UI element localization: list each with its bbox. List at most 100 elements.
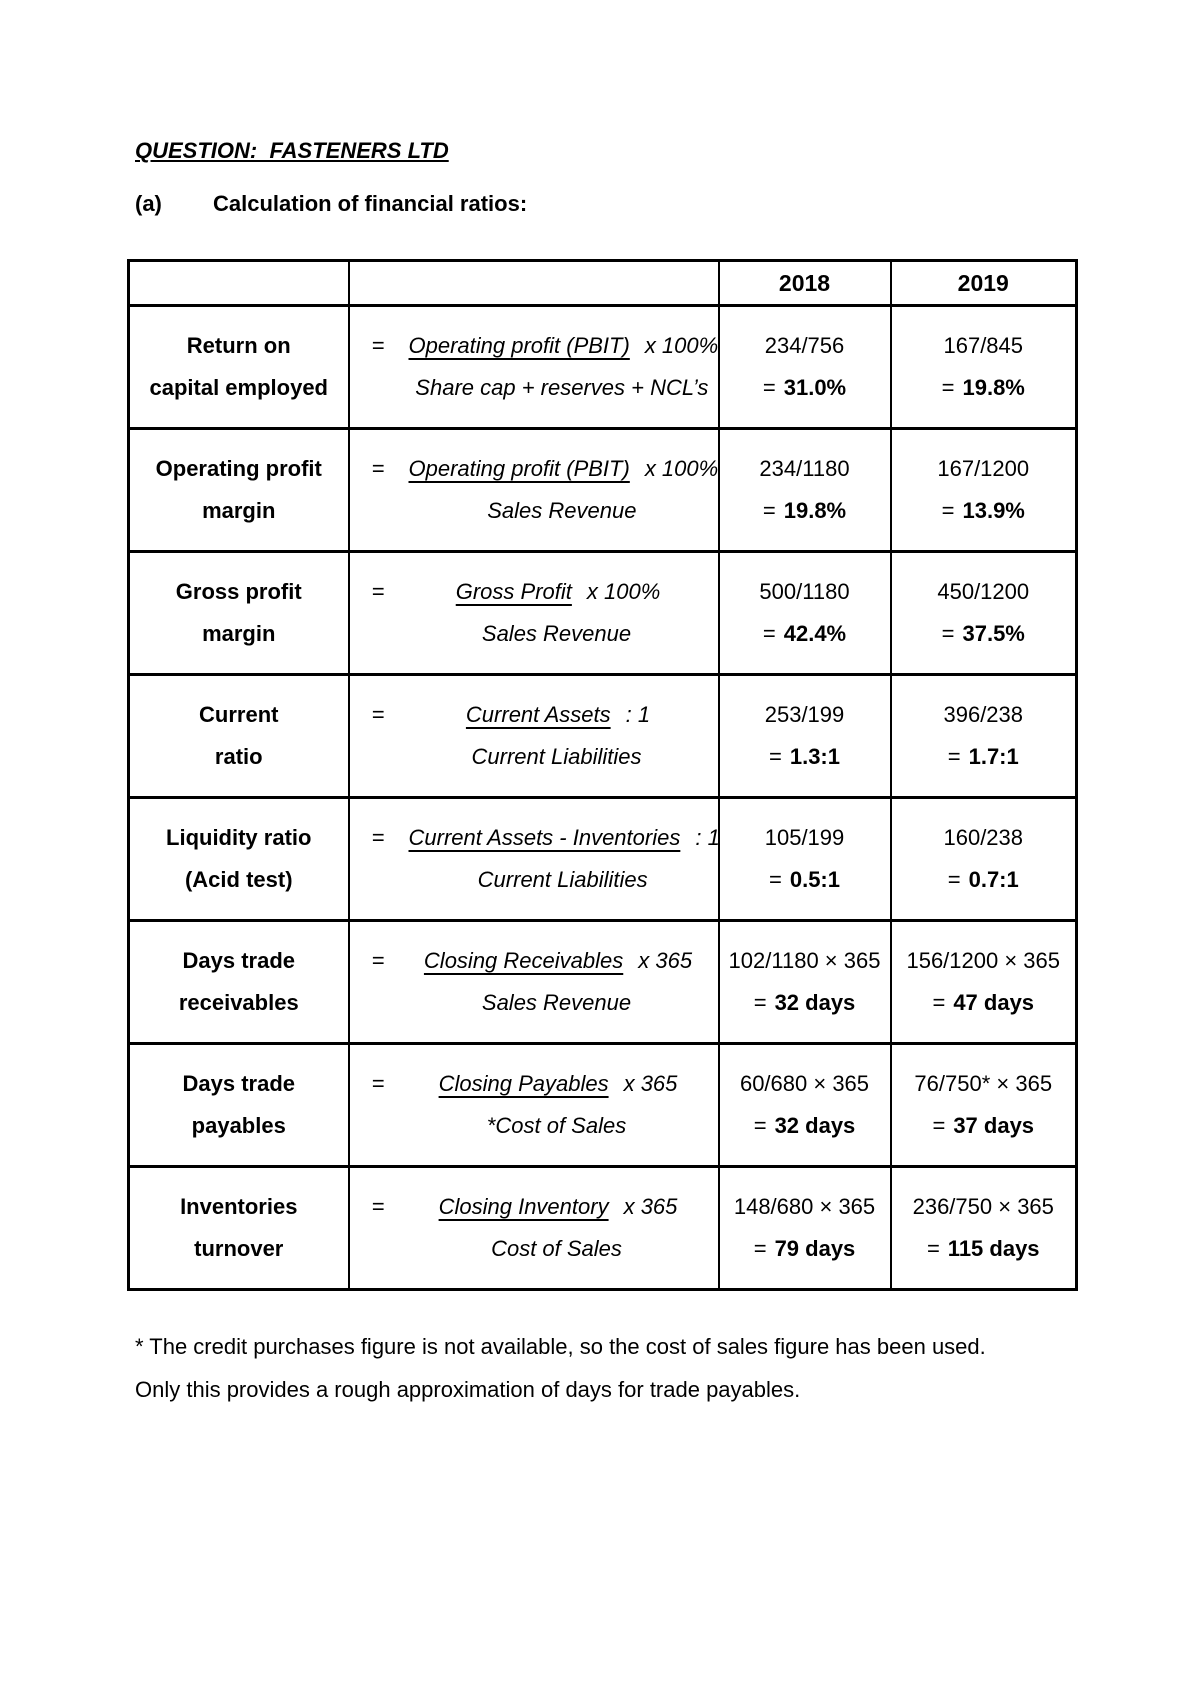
formula-numerator: Current Assets - Inventories [408, 825, 681, 850]
table-row: Return on capital employed = Operating p… [127, 304, 1078, 430]
result-2019: = 0.7:1 [947, 867, 1019, 892]
formula-numerator: Operating profit (PBIT) [408, 333, 630, 358]
table-row: Days trade payables = Closing Payables x … [127, 1042, 1078, 1168]
empty-header-cell [127, 259, 350, 307]
formula-cell: = Closing Payables x 365 *Cost of Sales [347, 1042, 720, 1168]
value-cell-2018: 234/756 = 31.0% [717, 304, 892, 430]
formula-suffix: : 1 [625, 702, 651, 727]
equals-sign: = [762, 375, 776, 400]
formula-suffix: x 100% [586, 579, 661, 604]
equals-sign: = [371, 702, 385, 727]
calc-2018: 234/756 [764, 333, 845, 358]
equals-sign: = [947, 867, 961, 892]
formula-cell: = Current Assets - Inventories: 1 Curren… [347, 796, 720, 922]
table-row: Current ratio = Current Assets : 1 Curren… [127, 673, 1078, 799]
year-header-2018: 2018 [717, 259, 892, 307]
equals-sign: = [762, 498, 776, 523]
calc-2019: 236/750 × 365 [912, 1194, 1054, 1219]
equals-sign: = [941, 375, 955, 400]
page-title: QUESTION: FASTENERS LTD [135, 138, 449, 163]
table-row: Days trade receivables = Closing Receiva… [127, 919, 1078, 1045]
result-2019: = 1.7:1 [947, 744, 1019, 769]
formula-denominator: *Cost of Sales [486, 1113, 627, 1138]
formula-denominator: Sales Revenue [487, 498, 637, 523]
ratio-name-line2: margin [202, 498, 276, 523]
calc-2018: 500/1180 [759, 579, 850, 604]
equals-sign: = [768, 744, 782, 769]
ratio-name-line2: capital employed [149, 375, 328, 400]
section-heading: (a) Calculation of financial ratios: [135, 191, 1200, 217]
table-row: Gross profit margin = Gross Profit x 100%… [127, 550, 1078, 676]
value-cell-2018: 148/680 × 365 = 79 days [717, 1165, 892, 1291]
year-header-2019: 2019 [889, 259, 1078, 307]
calc-2018: 60/680 × 365 [739, 1071, 870, 1096]
value-cell-2019: 450/1200 = 37.5% [889, 550, 1078, 676]
value-cell-2019: 160/238 = 0.7:1 [889, 796, 1078, 922]
equals-sign: = [371, 1071, 385, 1096]
ratio-name-line2: margin [202, 621, 276, 646]
equals-sign: = [371, 1194, 385, 1219]
footnote-approximation: Only this provides a rough approximation… [135, 1377, 801, 1402]
formula-suffix: x 100% [644, 333, 719, 358]
ratio-name-cell: Current ratio [127, 673, 350, 799]
formula-cell: = Closing Receivables x 365 Sales Revenue [347, 919, 720, 1045]
value-cell-2018: 234/1180 = 19.8% [717, 427, 892, 553]
result-2018: = 79 days [753, 1236, 856, 1261]
ratio-name-line2: turnover [194, 1236, 284, 1261]
table-row: Inventories turnover = Closing Inventory… [127, 1165, 1078, 1291]
result-2019: = 13.9% [941, 498, 1025, 523]
equals-sign: = [753, 1113, 767, 1138]
result-2018: = 31.0% [762, 375, 847, 400]
value-cell-2019: 76/750* × 365 = 37 days [889, 1042, 1078, 1168]
formula-suffix: x 365 [623, 1071, 678, 1096]
calc-2019: 167/845 [943, 333, 1024, 358]
equals-sign: = [762, 621, 776, 646]
result-2018: = 19.8% [762, 498, 847, 523]
equals-sign: = [926, 1236, 940, 1261]
formula-denominator: Sales Revenue [481, 621, 632, 646]
equals-sign: = [947, 744, 961, 769]
footnote-credit-purchases: * The credit purchases figure is not ava… [135, 1334, 986, 1359]
ratio-name-line2: (Acid test) [184, 867, 293, 892]
ratio-name-cell: Days trade payables [127, 1042, 350, 1168]
result-2019: = 37.5% [941, 621, 1025, 646]
ratio-name-line1: Current [199, 702, 279, 727]
ratio-name-cell: Inventories turnover [127, 1165, 350, 1291]
value-cell-2018: 500/1180 = 42.4% [717, 550, 892, 676]
formula-cell: = Operating profit (PBIT) x 100% Share ca… [347, 304, 720, 430]
value-cell-2019: 167/845 = 19.8% [889, 304, 1078, 430]
formula-numerator: Closing Inventory [438, 1194, 609, 1219]
formula-denominator: Share cap + reserves + NCL’s [415, 375, 709, 400]
result-2019: = 115 days [926, 1236, 1040, 1261]
ratio-name-line1: Return on [186, 333, 291, 358]
value-cell-2018: 253/199 = 1.3:1 [717, 673, 892, 799]
ratio-name-line2: ratio [214, 744, 263, 769]
value-cell-2019: 236/750 × 365 = 115 days [889, 1165, 1078, 1291]
ratio-name-line1: Days trade [182, 1071, 295, 1096]
formula-suffix: x 365 [623, 1194, 678, 1219]
formula-suffix: x 100% [644, 456, 719, 481]
result-2018: = 32 days [753, 990, 856, 1015]
section-title: Calculation of financial ratios: [213, 191, 528, 216]
result-2018: = 32 days [753, 1113, 856, 1138]
section-label: (a) [135, 191, 162, 216]
calc-2018: 253/199 [764, 702, 845, 727]
ratio-name-cell: Days trade receivables [127, 919, 350, 1045]
result-2019: = 47 days [932, 990, 1035, 1015]
calc-2018: 105/199 [764, 825, 845, 850]
formula-cell: = Gross Profit x 100% Sales Revenue [347, 550, 720, 676]
ratio-name-cell: Gross profit margin [127, 550, 350, 676]
calc-2018: 234/1180 [759, 456, 850, 481]
ratio-name-line1: Inventories [180, 1194, 298, 1219]
calc-2018: 102/1180 × 365 [728, 948, 881, 973]
formula-denominator: Current Liabilities [471, 744, 642, 769]
formula-numerator: Current Assets [465, 702, 611, 727]
ratio-name-line2: payables [191, 1113, 286, 1138]
equals-sign: = [932, 1113, 946, 1138]
equals-sign: = [371, 333, 385, 358]
ratio-name-cell: Liquidity ratio (Acid test) [127, 796, 350, 922]
value-cell-2018: 105/199 = 0.5:1 [717, 796, 892, 922]
ratio-name-line1: Gross profit [175, 579, 302, 604]
ratio-name-line1: Operating profit [155, 456, 322, 481]
